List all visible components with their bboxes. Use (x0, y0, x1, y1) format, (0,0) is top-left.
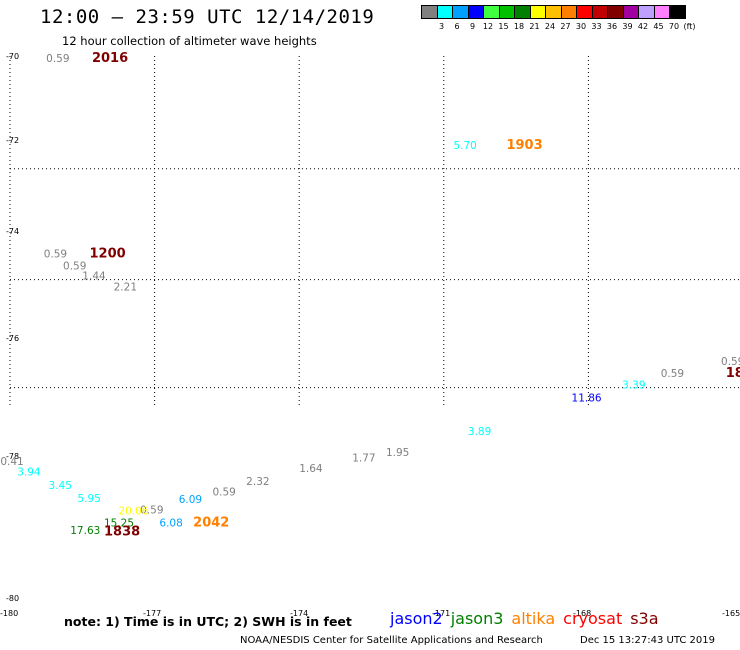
wave-height-label: 1.44 (82, 271, 106, 283)
color-scale-label: 42 (637, 22, 649, 31)
color-scale-label: 21 (529, 22, 540, 31)
color-scale-label: 36 (606, 22, 618, 31)
wave-height-label: 11.86 (572, 392, 602, 404)
wave-height-label: 20.06 (118, 505, 148, 517)
observation-time-label: 2016 (92, 51, 128, 66)
longitude-tick-label: -165 (722, 609, 740, 618)
wave-height-label: 0.59 (212, 486, 235, 498)
color-scale-label: 27 (560, 22, 571, 31)
observation-time-label: 2042 (193, 515, 229, 530)
wave-height-label: 0.59 (63, 261, 86, 273)
wave-height-label: 1.64 (299, 463, 323, 475)
wave-height-label: 6.09 (179, 494, 202, 506)
wave-height-label: 0.41 (0, 456, 23, 468)
color-scale-label: 9 (469, 22, 476, 31)
satellite-legend-item: jason3 (450, 609, 504, 628)
color-scale-label: 6 (454, 22, 460, 31)
latitude-tick-label: -72 (6, 136, 19, 145)
latitude-tick-label: -78 (6, 452, 19, 461)
longitude-tick-label: -171 (432, 609, 450, 618)
wave-height-label: 17.63 (70, 525, 100, 537)
latitude-tick-label: -70 (6, 52, 19, 61)
wave-height-label: 6.08 (159, 517, 182, 529)
wave-height-label: 3.45 (49, 480, 72, 492)
wave-height-label: 0.59 (661, 368, 684, 380)
longitude-tick-label: -168 (573, 609, 591, 618)
color-scale-label: 30 (575, 22, 587, 31)
longitude-tick-label: -177 (143, 609, 161, 618)
observation-time-label: 1838 (104, 525, 140, 540)
satellite-legend-item: altika (511, 609, 556, 628)
color-scale-label: 18 (513, 22, 525, 31)
longitude-tick-label: -180 (0, 609, 18, 618)
color-scale-label: 45 (653, 22, 664, 31)
page-title: 12:00 — 23:59 UTC 12/14/2019 (40, 6, 375, 28)
latitude-tick-label: -74 (6, 227, 19, 236)
wave-height-label: 3.94 (17, 467, 41, 479)
wave-height-label: 15.25 (104, 517, 134, 529)
map-axis-labels: -70 -72 -74 -76 -78 -80 -180 -177 -174 -171 -168 -1… (0, 52, 740, 618)
color-scale-label: (ft) (683, 22, 696, 31)
map-grid (9, 56, 740, 406)
latitude-tick-label: -76 (6, 334, 19, 343)
wave-height-label: 1.77 (352, 452, 375, 464)
color-scale-label: 12 (482, 22, 494, 31)
observation-time-label: 1903 (506, 138, 542, 153)
observation-time-label: 1200 (90, 247, 126, 262)
color-scale-label: 39 (622, 22, 633, 31)
satellite-legend-item: s3a (630, 609, 659, 628)
color-scale-bar (421, 5, 686, 19)
wave-height-label: 2.21 (114, 282, 137, 294)
color-scale-label: 70 (668, 22, 680, 31)
wave-height-label: 3.89 (468, 426, 491, 438)
wave-height-label: 5.95 (77, 493, 100, 505)
wave-height-label: 1.95 (386, 447, 409, 459)
footer-credit: NOAA/NESDIS Center for Satellite Applica… (240, 635, 543, 646)
color-scale-label: 15 (498, 22, 509, 31)
wave-height-label: 5.70 (453, 140, 476, 152)
legend-note: note: 1) Time is in UTC; 2) SWH is in fe… (64, 614, 352, 629)
wave-height-label: 0.59 (44, 249, 67, 261)
color-scale-label: 33 (591, 22, 602, 31)
satellite-legend: jason2 jason3 altika cryosat s3a (390, 609, 667, 628)
wave-height-label: 0.59 (721, 356, 740, 368)
satellite-legend-item: cryosat (563, 609, 623, 628)
satellite-legend-item: jason2 (390, 609, 443, 628)
wave-height-label: 0.59 (140, 504, 163, 516)
latitude-tick-label: -80 (6, 594, 19, 603)
longitude-tick-label: -174 (290, 609, 308, 618)
observation-time-label: 183 (726, 366, 740, 381)
wave-height-label: 2.32 (246, 476, 269, 488)
wave-height-label: 3.39 (622, 380, 645, 392)
wave-height-label: 0.59 (46, 53, 69, 65)
wave-height-observations: 0.5920165.7019030.5912000.591.442.210.59… (0, 51, 740, 539)
page-subtitle: 12 hour collection of altimeter wave hei… (62, 34, 317, 48)
color-scale-cell (669, 5, 686, 19)
color-scale-label: 3 (438, 22, 445, 31)
footer-timestamp: Dec 15 13:27:43 UTC 2019 (580, 635, 715, 646)
color-scale-label: 24 (544, 22, 556, 31)
